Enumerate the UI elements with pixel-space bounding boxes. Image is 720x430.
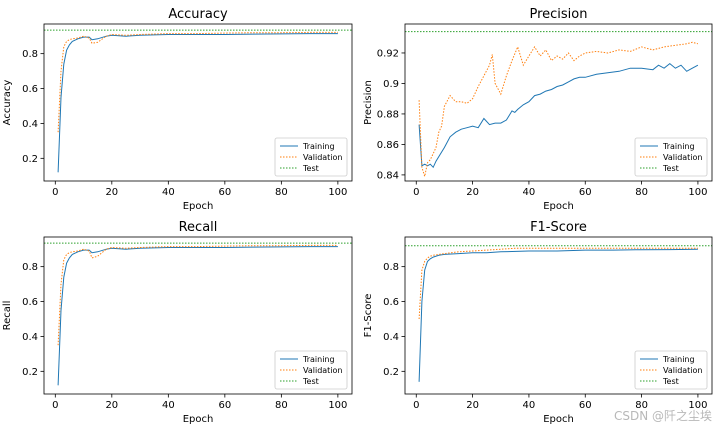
y-tick-label: 0.8 [383,262,399,273]
legend-label: Training [302,355,335,364]
accuracy-legend: Training Validation Test [274,137,348,177]
x-tick-label: 100 [328,400,347,411]
legend-label: Training [662,355,695,364]
precision-legend: Training Validation Test [634,137,708,177]
precision-plot-frame [404,23,713,182]
y-tick-label: 0.4 [383,332,399,343]
y-tick-label: 0.6 [383,297,399,308]
x-tick-label: 0 [52,400,58,411]
precision-training-line [418,62,699,169]
y-tick-label: 0.4 [22,332,38,343]
y-tick-label: 0.9 [383,79,399,90]
y-tick-label: 0.2 [22,154,38,165]
x-tick-label: 40 [523,187,536,198]
accuracy-training-line [57,33,338,173]
x-tick-label: 60 [579,400,592,411]
accuracy-title: Accuracy [168,7,228,22]
y-tick-label: 0.2 [383,367,399,378]
y-tick-label: 0.6 [22,297,38,308]
x-tick-label: 100 [328,187,347,198]
legend-label: Training [302,142,335,151]
x-tick-label: 60 [218,400,231,411]
recall-validation-line [57,244,338,346]
legend-label: Test [302,164,319,173]
x-tick-label: 20 [105,400,118,411]
x-tick-label: 60 [218,187,231,198]
x-tick-label: 40 [162,400,175,411]
f1-score-training-line [418,248,698,382]
x-tick-label: 60 [579,187,592,198]
precision-title: Precision [529,7,587,22]
x-tick-label: 80 [275,187,288,198]
recall-plot-frame [43,236,353,395]
f1-score-legend: Training Validation Test [634,350,708,390]
x-tick-label: 0 [413,400,419,411]
recall-ylabel: Recall [2,301,13,331]
legend-label: Test [302,377,319,386]
f1-score-title: F1-Score [530,220,587,235]
x-tick-label: 20 [466,400,479,411]
legend-label: Validation [663,153,703,162]
x-tick-label: 20 [105,187,118,198]
x-tick-label: 40 [162,187,175,198]
accuracy-plot-frame [43,23,353,182]
x-tick-label: 40 [523,400,536,411]
recall-legend: Training Validation Test [274,350,348,390]
precision-ylabel: Precision [363,80,374,125]
y-tick-label: 0.8 [22,262,38,273]
y-tick-label: 0.8 [22,49,38,60]
x-tick-label: 80 [635,187,648,198]
recall-panel: Recall 0 20 40 60 80 100 0.2 0.4 0.6 0.8 Epoch Recal… [2,220,353,425]
x-tick-label: 100 [688,400,707,411]
legend-label: Validation [303,366,343,375]
y-tick-label: 0.86 [377,140,399,151]
f1-score-ylabel: F1-Score [363,294,374,338]
y-tick-label: 0.92 [377,48,399,59]
precision-panel: Precision 0 20 40 60 80 100 0.84 0.86 0.88 0.9 0.92… [363,7,713,212]
x-tick-label: 0 [413,187,419,198]
x-tick-label: 80 [635,400,648,411]
y-tick-label: 0.4 [22,119,38,130]
y-tick-label: 0.84 [377,170,399,181]
recall-title: Recall [179,220,218,235]
f1-score-panel: F1-Score 0 20 40 60 80 100 0.2 0.4 0.6 0.8 Epoch F1-… [363,220,713,425]
y-tick-label: 0.2 [22,367,38,378]
recall-training-line [57,246,338,386]
f1-score-validation-line [418,247,698,320]
accuracy-panel: Accuracy 0 20 40 60 80 100 0.2 0.4 0.6 0.8 Epoch Acc… [2,7,353,212]
recall-xlabel: Epoch [183,414,214,425]
csdn-watermark: CSDN @阡之尘埃 [613,409,712,423]
legend-label: Training [662,142,695,151]
f1-score-plot-frame [404,236,713,395]
f1-score-xlabel: Epoch [543,414,574,425]
accuracy-ylabel: Accuracy [2,80,13,126]
x-tick-label: 20 [466,187,479,198]
legend-label: Test [662,164,679,173]
x-tick-label: 80 [275,400,288,411]
y-tick-label: 0.88 [377,109,399,120]
legend-label: Validation [663,366,703,375]
accuracy-validation-line [57,31,338,133]
legend-label: Validation [303,153,343,162]
legend-label: Test [662,377,679,386]
accuracy-xlabel: Epoch [183,201,214,212]
x-tick-label: 100 [688,187,707,198]
precision-xlabel: Epoch [543,201,574,212]
y-tick-label: 0.6 [22,84,38,95]
x-tick-label: 0 [52,187,58,198]
